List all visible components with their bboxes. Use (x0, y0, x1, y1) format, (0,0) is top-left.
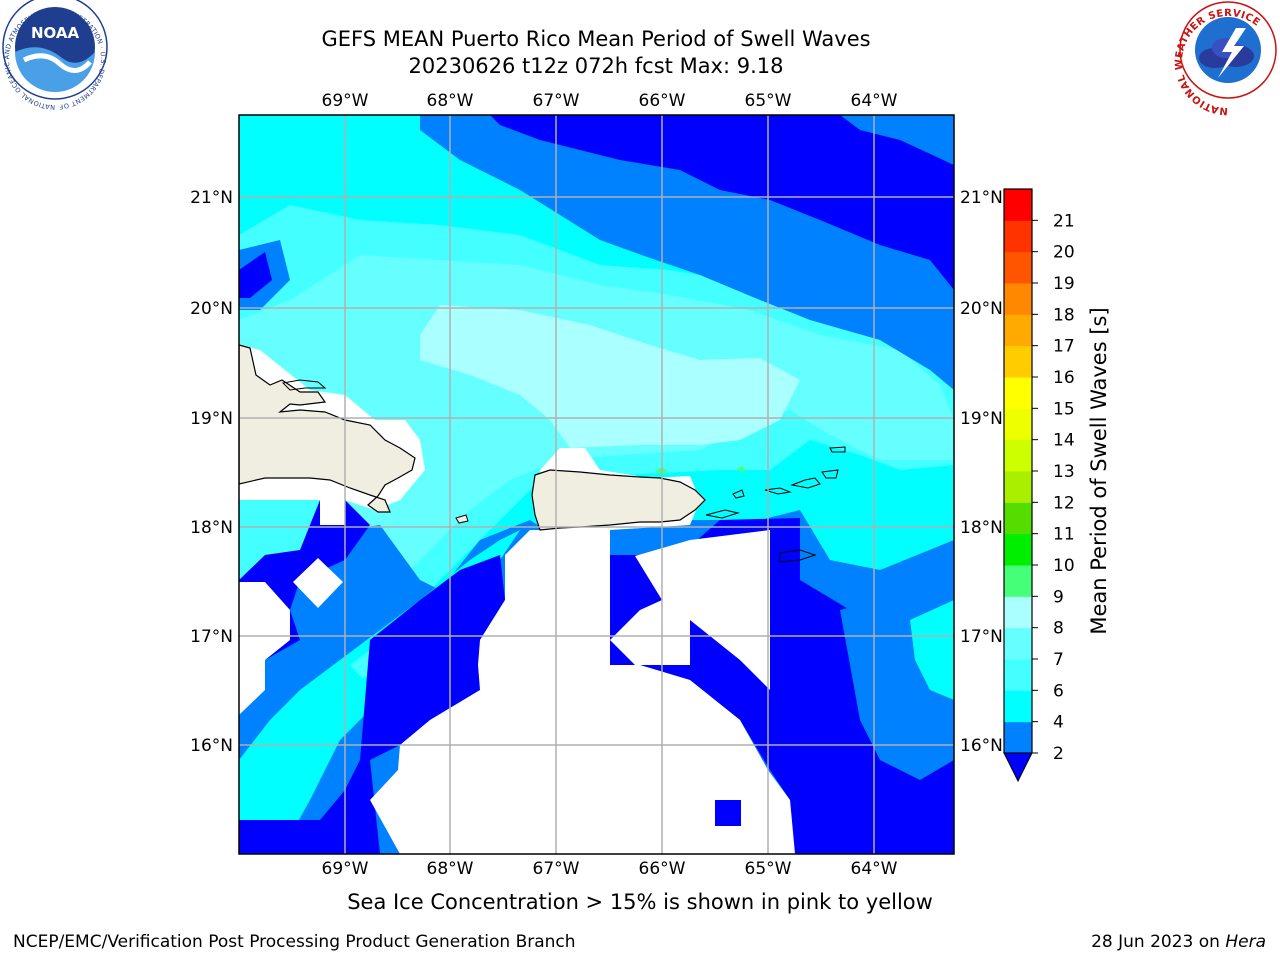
colorbar-tick-label: 12 (1053, 493, 1075, 513)
colorbar-bin (1004, 627, 1032, 660)
st-croix-island (779, 549, 817, 563)
lon-label-bottom: 69°W (322, 859, 369, 879)
colorbar-tick-label: 6 (1053, 681, 1064, 701)
colorbar-bin (1004, 251, 1032, 284)
hispaniola-land (239, 344, 416, 513)
noaa-logo: NATIONAL OCEANIC AND ATMOSPHERIC ADMINIS… (0, 0, 108, 111)
lon-label-top: 66°W (639, 91, 686, 111)
contour-8-9s (420, 305, 800, 448)
colorbar-bin (1004, 377, 1032, 409)
contour-under-2s-west (239, 252, 272, 298)
lon-label-bottom: 64°W (851, 859, 898, 879)
no-data-diamond (293, 558, 343, 608)
sea-ice-note: Sea Ice Concentration > 15% is shown in … (347, 890, 933, 914)
nws-logo: NATIONAL WEATHER SERVICE (1174, 1, 1277, 116)
colorbar-tick-label: 14 (1053, 431, 1075, 451)
lat-label-left: 17°N (190, 627, 233, 647)
colorbar-tick-label: 16 (1053, 368, 1075, 388)
colorbar-tick-label: 17 (1053, 337, 1075, 357)
no-data-square-southeast (715, 800, 741, 826)
lat-label-left: 20°N (190, 299, 233, 319)
lat-label-left: 16°N (190, 736, 233, 756)
colorbar-tick-label: 13 (1053, 462, 1075, 482)
colorbar-tick-label: 4 (1053, 713, 1064, 733)
colorbar-tick-label: 19 (1053, 274, 1075, 294)
lon-label-top: 65°W (745, 91, 792, 111)
contour-2-4s-northeast-patch (840, 115, 954, 165)
colorbar-bin (1004, 659, 1032, 691)
lat-label-right: 17°N (960, 627, 1003, 647)
lon-label-bottom: 68°W (427, 859, 474, 879)
colorbar-bin (1004, 439, 1032, 472)
lat-label-left: 21°N (190, 188, 233, 208)
lat-label-right: 18°N (960, 518, 1003, 538)
colorbar-tick-label: 9 (1053, 587, 1064, 607)
colorbar-tick-label: 2 (1053, 744, 1064, 764)
colorbar-tick-label: 20 (1053, 243, 1075, 263)
colorbar-label: Mean Period of Swell Waves [s] (1087, 307, 1111, 634)
footer-date-text: 28 Jun 2023 on (1091, 932, 1226, 952)
green-islet-2 (736, 466, 746, 472)
colorbar-bin (1004, 189, 1032, 221)
no-data-pocket-north (320, 500, 345, 525)
colorbar-bin (1004, 565, 1032, 597)
contour-4-6s-southeast (910, 600, 954, 700)
colorbar-tick-label: 21 (1053, 211, 1075, 231)
lat-label-right: 21°N (960, 188, 1003, 208)
lon-label-top: 68°W (427, 91, 474, 111)
map-frame (238, 114, 955, 855)
lon-label-top: 69°W (322, 91, 369, 111)
colorbar-under-arrow (1003, 752, 1033, 783)
contour-under-2s-south2 (239, 555, 505, 854)
forecast-subtitle: 20230626 t12z 072h fcst Max: 9.18 (408, 54, 784, 78)
lon-label-bottom: 65°W (745, 859, 792, 879)
colorbar-tick-label: 10 (1053, 556, 1075, 576)
colorbar-bin (1004, 471, 1032, 503)
footer-host: Hera (1225, 932, 1266, 952)
vieques-island (705, 509, 740, 519)
colorbar-bin (1004, 408, 1032, 441)
no-data-square-southeast-inner (741, 800, 766, 826)
virgin-islands-north (764, 446, 846, 495)
colorbar-bin (1004, 314, 1032, 347)
colorbar-tick-label: 7 (1053, 650, 1064, 670)
colorbar-bin (1004, 533, 1032, 566)
map-gridlines (239, 115, 954, 854)
colorbar-bin (1004, 283, 1032, 315)
hispaniola-north-islet (281, 379, 327, 391)
colorbar-tick-label: 18 (1053, 305, 1075, 325)
lon-label-top: 64°W (851, 91, 898, 111)
map-title: GEFS MEAN Puerto Rico Mean Period of Swe… (321, 27, 871, 51)
lat-label-left: 19°N (190, 409, 233, 429)
no-data-region-southwest (239, 582, 290, 715)
no-data-region-center (610, 530, 770, 690)
colorbar-bin (1004, 690, 1032, 723)
lon-label-bottom: 66°W (639, 859, 686, 879)
lat-label-right: 16°N (960, 736, 1003, 756)
lon-label-bottom: 67°W (533, 859, 580, 879)
colorbar-bin (1004, 721, 1032, 754)
lat-label-left: 18°N (190, 518, 233, 538)
colorbar: 2 4 6 7 8 9 10 11 12 13 14 15 16 17 18 19 20 21 (1003, 188, 1075, 783)
colorbar-tick-label: 11 (1053, 525, 1075, 545)
colorbar-bin (1004, 345, 1032, 378)
no-data-region-south (370, 530, 795, 854)
lat-label-right: 19°N (960, 409, 1003, 429)
footer-branch: NCEP/EMC/Verification Post Processing Pr… (13, 932, 576, 952)
colorbar-bin (1004, 596, 1032, 629)
footer-date: 28 Jun 2023 on Hera (1091, 932, 1266, 952)
colorbar-bin (1004, 220, 1032, 253)
colorbar-tick-label: 15 (1053, 399, 1075, 419)
lon-label-top: 67°W (533, 91, 580, 111)
contour-under-2s-north (490, 115, 954, 290)
mona-island (455, 514, 469, 524)
culebra-island (732, 489, 745, 499)
colorbar-bin (1004, 502, 1032, 535)
noaa-logo-text: NOAA (31, 24, 80, 42)
lat-label-right: 20°N (960, 299, 1003, 319)
swell-period-field (239, 115, 954, 854)
colorbar-tick-label: 8 (1053, 619, 1064, 639)
